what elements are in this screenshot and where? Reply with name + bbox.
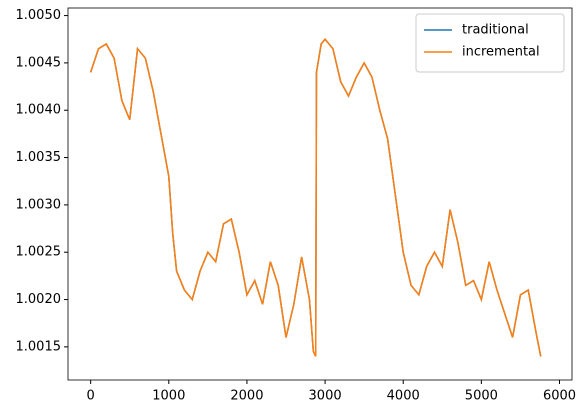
- legend-label: incremental: [462, 45, 540, 60]
- y-tick-label: 1.0030: [16, 197, 62, 212]
- legend-label: traditional: [462, 23, 529, 38]
- legend-box: [415, 13, 565, 73]
- x-tick-label: 6000: [543, 389, 576, 404]
- y-tick-label: 1.0015: [16, 339, 62, 354]
- y-tick-label: 1.0040: [16, 103, 62, 118]
- x-tick-label: 4000: [387, 389, 420, 404]
- x-tick-label: 0: [87, 389, 95, 404]
- axes-frame: [67, 7, 573, 381]
- y-tick-label: 1.0045: [16, 55, 62, 70]
- x-tick-label: 1000: [152, 389, 185, 404]
- y-tick-label: 1.0020: [16, 292, 62, 307]
- x-tick-label: 5000: [465, 389, 498, 404]
- legend: traditional incremental: [415, 13, 565, 73]
- x-tick-label: 3000: [309, 389, 342, 404]
- y-tick-label: 1.0050: [16, 8, 62, 23]
- line-series: [89, 38, 542, 357]
- x-tick-label: 2000: [230, 389, 263, 404]
- y-tick-label: 1.0025: [16, 245, 62, 260]
- y-tick-label: 1.0035: [16, 150, 62, 165]
